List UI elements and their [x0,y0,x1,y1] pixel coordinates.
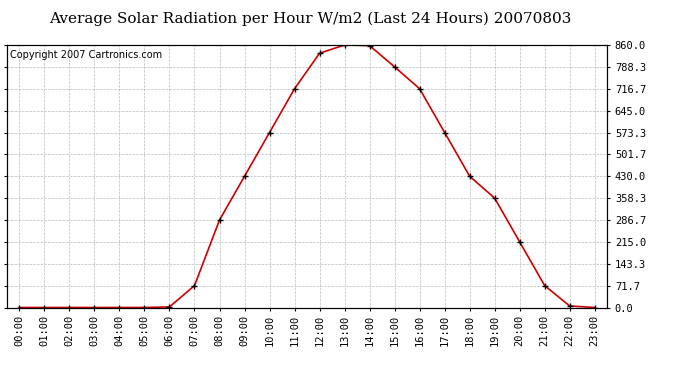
Text: Copyright 2007 Cartronics.com: Copyright 2007 Cartronics.com [10,50,162,60]
Text: Average Solar Radiation per Hour W/m2 (Last 24 Hours) 20070803: Average Solar Radiation per Hour W/m2 (L… [49,11,572,26]
